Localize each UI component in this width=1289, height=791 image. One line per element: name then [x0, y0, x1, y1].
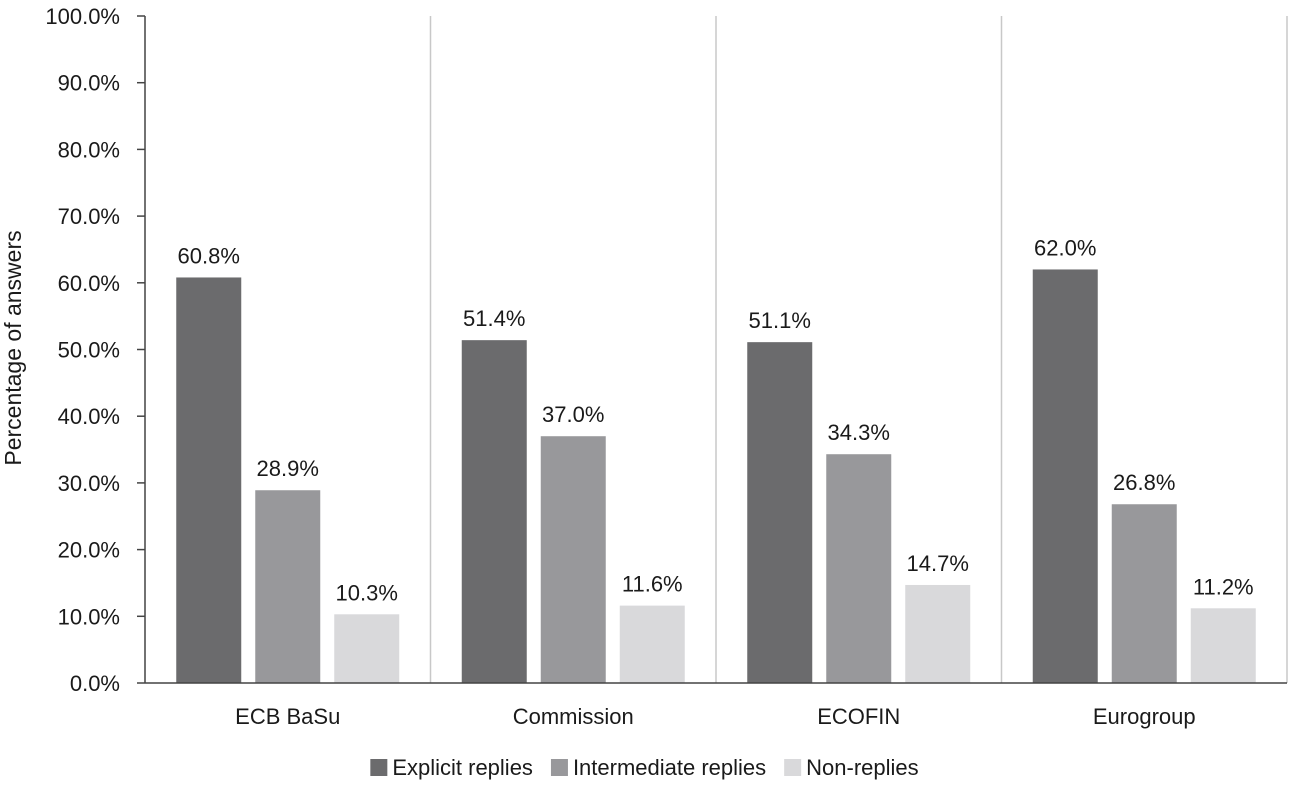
y-tick-label: 0.0%: [70, 671, 120, 696]
bar: [176, 277, 242, 683]
legend-label: Non-replies: [806, 755, 919, 780]
y-tick-label: 20.0%: [58, 538, 120, 563]
bar: [1190, 608, 1256, 683]
legend-label: Explicit replies: [392, 755, 533, 780]
bars-group: [176, 269, 1256, 683]
bar: [619, 605, 685, 683]
bar-value-label: 10.3%: [336, 580, 398, 605]
legend-label: Intermediate replies: [573, 755, 766, 780]
y-axis-title: Percentage of answers: [0, 230, 26, 465]
bar: [826, 454, 892, 683]
y-tick-label: 100.0%: [45, 4, 120, 29]
bar-value-label: 60.8%: [178, 243, 240, 268]
legend-swatch: [370, 759, 388, 776]
bar: [1111, 504, 1177, 683]
bar: [905, 584, 971, 683]
x-tick-label: Commission: [513, 704, 634, 729]
bar-value-label: 51.4%: [463, 306, 525, 331]
bar: [255, 490, 321, 683]
x-axis-ticks: ECB BaSu Commission ECOFIN Eurogroup: [235, 704, 1195, 729]
x-tick-label: Eurogroup: [1093, 704, 1196, 729]
y-tick-label: 30.0%: [58, 471, 120, 496]
category-separators: [429, 16, 1288, 683]
y-tick-label: 10.0%: [58, 604, 120, 629]
bar: [334, 614, 400, 683]
bar: [1032, 269, 1098, 683]
bar: [747, 342, 813, 683]
bar-value-label: 51.1%: [749, 308, 811, 333]
bar-value-label: 34.3%: [828, 420, 890, 445]
y-tick-label: 70.0%: [58, 204, 120, 229]
y-tick-label: 60.0%: [58, 271, 120, 296]
legend-swatch: [784, 759, 802, 776]
bar-value-label: 26.8%: [1113, 470, 1175, 495]
bar: [461, 340, 527, 683]
y-tick-label: 80.0%: [58, 137, 120, 162]
y-axis-ticks: 0.0% 10.0% 20.0% 30.0% 40.0% 50.0% 60.0% 70.0% 8…: [45, 4, 145, 696]
y-tick-label: 40.0%: [58, 404, 120, 429]
bar-value-label: 14.7%: [907, 551, 969, 576]
bar-value-label: 37.0%: [542, 402, 604, 427]
legend-swatch: [550, 759, 568, 776]
legend: Explicit replies Intermediate replies Non-…: [370, 755, 919, 780]
bar-value-label: 28.9%: [257, 456, 319, 481]
bar-value-label: 62.0%: [1034, 235, 1096, 260]
x-tick-label: ECOFIN: [817, 704, 900, 729]
y-tick-label: 90.0%: [58, 71, 120, 96]
bar-value-label: 11.2%: [1193, 574, 1254, 599]
value-labels-group: 60.8% 28.9% 10.3% 51.4% 37.0% 11.6% 51.1% 34.3%…: [178, 235, 1254, 605]
x-tick-label: ECB BaSu: [235, 704, 340, 729]
y-tick-label: 50.0%: [58, 338, 120, 363]
bar: [540, 436, 606, 683]
bar-value-label: 11.6%: [622, 572, 683, 597]
